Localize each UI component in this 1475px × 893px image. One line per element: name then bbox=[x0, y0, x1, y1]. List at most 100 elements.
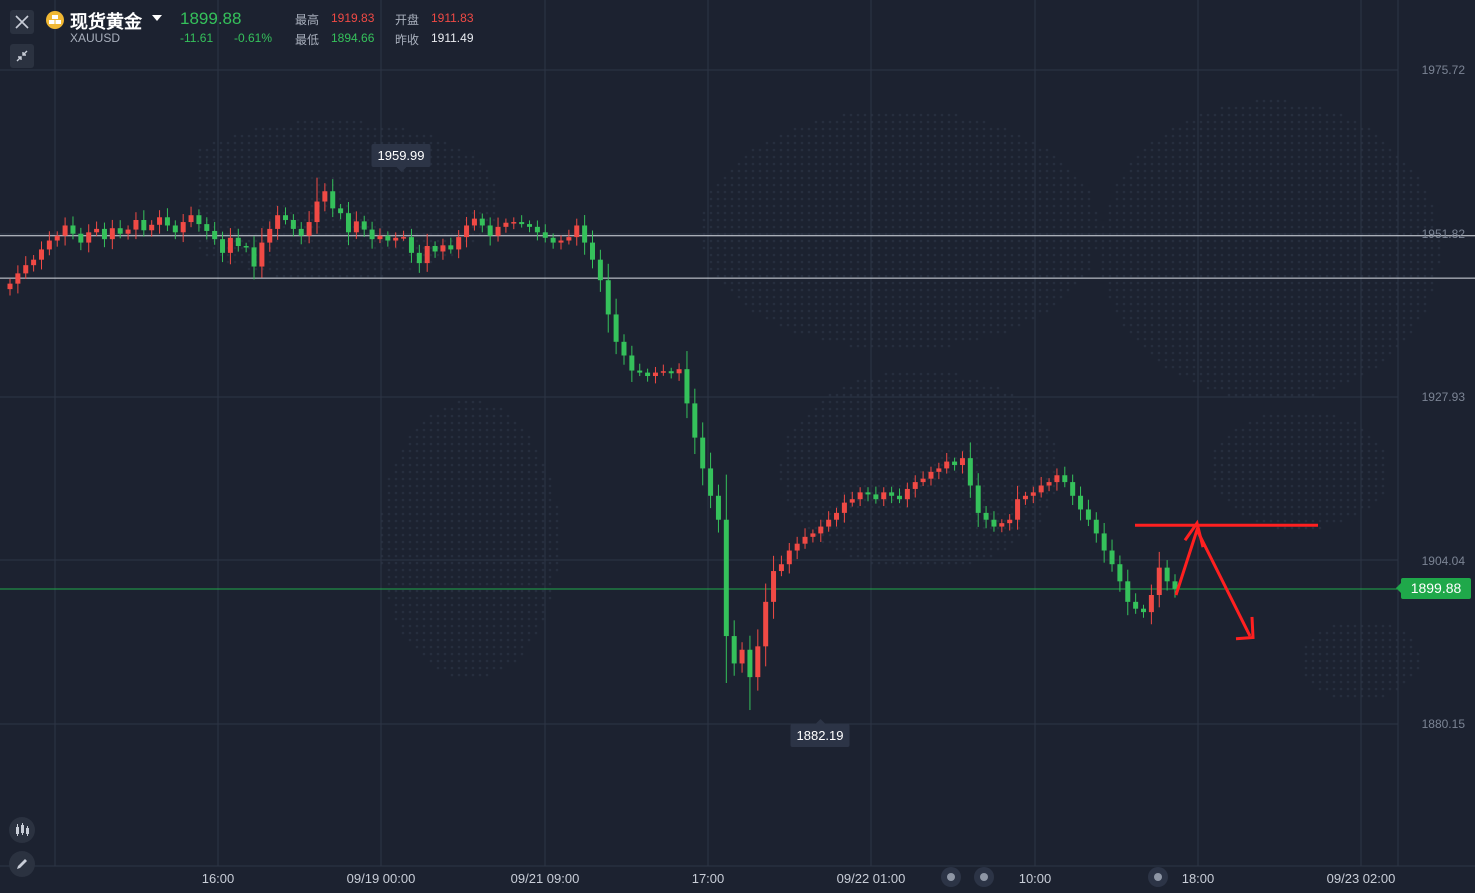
map-dot bbox=[730, 211, 734, 215]
map-dot bbox=[891, 540, 895, 544]
map-dot bbox=[1192, 260, 1196, 264]
map-dot bbox=[268, 148, 272, 152]
map-dot bbox=[289, 176, 293, 180]
map-dot bbox=[975, 512, 979, 516]
map-dot bbox=[814, 176, 818, 180]
map-dot bbox=[317, 274, 321, 278]
map-dot bbox=[863, 295, 867, 299]
map-dot bbox=[541, 505, 545, 509]
map-dot bbox=[1255, 491, 1259, 495]
map-dot bbox=[891, 120, 895, 124]
map-dot bbox=[926, 330, 930, 334]
map-dot bbox=[422, 197, 426, 201]
map-dot bbox=[814, 260, 818, 264]
map-dot bbox=[940, 519, 944, 523]
map-dot bbox=[961, 204, 965, 208]
map-dot bbox=[947, 204, 951, 208]
map-dot bbox=[450, 582, 454, 586]
map-dot bbox=[1220, 344, 1224, 348]
map-dot bbox=[919, 393, 923, 397]
map-dot bbox=[1206, 169, 1210, 173]
map-dot bbox=[940, 169, 944, 173]
map-dot bbox=[1234, 316, 1238, 320]
map-dot bbox=[849, 505, 853, 509]
map-dot bbox=[436, 610, 440, 614]
map-dot bbox=[730, 218, 734, 222]
map-dot bbox=[898, 218, 902, 222]
map-dot bbox=[1269, 162, 1273, 166]
map-dot bbox=[485, 638, 489, 642]
map-dot bbox=[1171, 218, 1175, 222]
map-dot bbox=[898, 477, 902, 481]
map-dot bbox=[989, 218, 993, 222]
map-dot bbox=[877, 141, 881, 145]
map-dot bbox=[989, 267, 993, 271]
map-dot bbox=[905, 540, 909, 544]
map-dot bbox=[471, 673, 475, 677]
map-dot bbox=[506, 610, 510, 614]
map-dot bbox=[464, 477, 468, 481]
map-dot bbox=[443, 575, 447, 579]
map-dot bbox=[1045, 148, 1049, 152]
map-dot bbox=[219, 183, 223, 187]
map-dot bbox=[1003, 330, 1007, 334]
map-dot bbox=[359, 155, 363, 159]
map-dot bbox=[1052, 211, 1056, 215]
map-dot bbox=[723, 218, 727, 222]
map-dot bbox=[534, 491, 538, 495]
map-dot bbox=[849, 519, 853, 523]
map-dot bbox=[1003, 127, 1007, 131]
map-dot bbox=[499, 575, 503, 579]
map-dot bbox=[926, 526, 930, 530]
map-dot bbox=[1213, 288, 1217, 292]
map-dot bbox=[863, 288, 867, 292]
map-dot bbox=[1178, 127, 1182, 131]
map-dot bbox=[212, 211, 216, 215]
map-dot bbox=[233, 239, 237, 243]
map-dot bbox=[989, 134, 993, 138]
map-dot bbox=[1031, 267, 1035, 271]
map-dot bbox=[513, 442, 517, 446]
map-dot bbox=[492, 197, 496, 201]
map-dot bbox=[975, 463, 979, 467]
map-dot bbox=[954, 120, 958, 124]
map-dot bbox=[408, 449, 412, 453]
map-dot bbox=[1185, 148, 1189, 152]
map-dot bbox=[996, 330, 1000, 334]
map-dot bbox=[989, 484, 993, 488]
map-dot bbox=[898, 519, 902, 523]
map-dot bbox=[527, 540, 531, 544]
map-dot bbox=[926, 260, 930, 264]
map-dot bbox=[408, 617, 412, 621]
map-dot bbox=[1122, 260, 1126, 264]
map-dot bbox=[961, 288, 965, 292]
map-dot bbox=[1220, 211, 1224, 215]
map-dot bbox=[1206, 113, 1210, 117]
map-dot bbox=[275, 176, 279, 180]
map-dot bbox=[1227, 288, 1231, 292]
map-dot bbox=[1206, 365, 1210, 369]
map-dot bbox=[898, 274, 902, 278]
map-dot bbox=[842, 449, 846, 453]
map-dot bbox=[1213, 113, 1217, 117]
map-dot bbox=[891, 302, 895, 306]
map-dot bbox=[933, 267, 937, 271]
map-dot bbox=[1255, 477, 1259, 481]
map-dot bbox=[1248, 253, 1252, 257]
map-dot bbox=[919, 505, 923, 509]
map-dot bbox=[520, 589, 524, 593]
map-dot bbox=[912, 491, 916, 495]
map-dot bbox=[555, 554, 559, 558]
map-dot bbox=[905, 316, 909, 320]
map-dot bbox=[387, 589, 391, 593]
map-dot bbox=[751, 302, 755, 306]
map-dot bbox=[1080, 204, 1084, 208]
map-dot bbox=[471, 666, 475, 670]
map-dot bbox=[926, 295, 930, 299]
map-dot bbox=[821, 330, 825, 334]
map-dot bbox=[996, 400, 1000, 404]
map-dot bbox=[975, 414, 979, 418]
map-dot bbox=[891, 288, 895, 292]
map-dot bbox=[205, 253, 209, 257]
